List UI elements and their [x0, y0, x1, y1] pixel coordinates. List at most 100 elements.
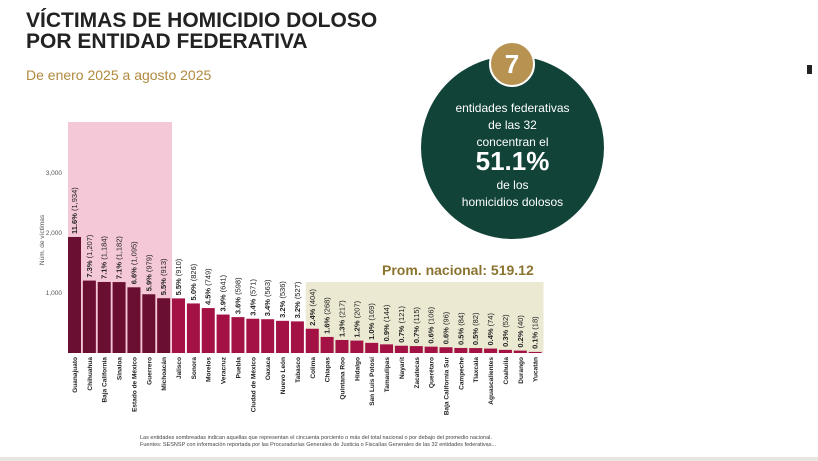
x-tick-label: Tlaxcala: [473, 357, 480, 383]
bar-count-label: (115): [412, 306, 421, 326]
bar: [201, 308, 215, 353]
bar-percent-label: 0.4%: [486, 328, 495, 345]
bar-data-label: 7.1% (1,184): [100, 236, 109, 279]
bar-count-label: (84): [456, 312, 465, 328]
callout-number-badge: 7: [489, 41, 535, 87]
bar-data-label: 0.6% (106): [427, 306, 436, 343]
bar-count-label: (749): [204, 268, 213, 288]
bar-count-label: (121): [397, 306, 406, 326]
bar: [439, 347, 453, 353]
bar-data-label: 2.4% (404): [308, 289, 317, 326]
bottom-strip: [0, 457, 818, 461]
bar-count-label: (144): [382, 304, 391, 324]
bar-count-label: (598): [233, 277, 242, 297]
bar-count-label: (1,184): [100, 236, 109, 262]
y-tick-label: 3,000: [46, 170, 63, 177]
bar: [142, 294, 156, 353]
bar-percent-label: 0.7%: [412, 326, 421, 343]
bar-data-label: 1.6% (268): [323, 297, 332, 334]
data-labels-group: 11.6% (1,934)7.3% (1,207)7.1% (1,184)7.1…: [70, 187, 540, 349]
bar-percent-label: 3.6%: [233, 297, 242, 314]
bar-percent-label: 5.5%: [159, 278, 168, 295]
x-tick-label: Yucatán: [533, 357, 540, 382]
bar-data-label: 0.2% (40): [516, 315, 525, 348]
bar-percent-label: 0.6%: [427, 326, 436, 343]
bar-count-label: (82): [471, 312, 480, 328]
bar-percent-label: 0.1%: [531, 331, 540, 348]
bar-count-label: (910): [174, 258, 183, 278]
bar-data-label: 7.3% (1,207): [85, 234, 94, 277]
callout-line-3: concentran el: [476, 135, 549, 149]
bar: [82, 280, 96, 353]
bar-percent-label: 3.4%: [263, 299, 272, 316]
bar-percent-label: 1.2%: [352, 320, 361, 337]
x-tick-label: Ciudad de México: [250, 357, 257, 412]
bar: [350, 340, 364, 353]
callout-line-1: entidades federativas: [455, 101, 570, 115]
bar-count-label: (74): [486, 313, 495, 329]
bar-count-label: (40): [516, 315, 525, 331]
callout-text-bottom: de los homicidios dolosos: [421, 177, 604, 211]
y-axis: 1,000 2,000 3,000: [46, 170, 63, 297]
x-tick-label: Michoacán: [161, 357, 168, 391]
callout-line-4: de los: [496, 178, 529, 192]
bar: [424, 346, 438, 353]
bar-percent-label: 5.5%: [174, 278, 183, 295]
bar-count-label: (913): [159, 258, 168, 278]
bar-data-label: 3.9% (641): [219, 274, 228, 311]
bar-count-label: (1,207): [85, 234, 94, 260]
bar-count-label: (96): [442, 311, 451, 327]
bar-count-label: (826): [189, 263, 198, 283]
bar-percent-label: 7.1%: [115, 262, 124, 279]
bar: [454, 347, 468, 353]
bar-percent-label: 3.4%: [248, 298, 257, 315]
page-title: VÍCTIMAS DE HOMICIDIO DOLOSO POR ENTIDAD…: [26, 10, 377, 52]
x-tick-label: Querétaro: [429, 357, 436, 388]
bar-count-label: (52): [501, 314, 510, 330]
bar: [276, 320, 290, 353]
bar-data-label: 5.0% (826): [189, 263, 198, 300]
bar: [335, 339, 349, 353]
y-tick-label: 1,000: [46, 290, 63, 297]
bar-data-label: 5.9% (979): [144, 254, 153, 291]
x-tick-label: Oaxaca: [265, 357, 272, 381]
bar-count-label: (106): [427, 306, 436, 326]
callout-line-2: de las 32: [488, 118, 537, 132]
x-tick-label: Tamaulipas: [384, 357, 391, 393]
x-tick-label: Hidalgo: [354, 357, 361, 381]
x-tick-label: Campeche: [458, 357, 465, 390]
x-tick-label: Coahuila: [503, 357, 510, 385]
bar-data-label: 0.7% (115): [412, 306, 421, 343]
bar-percent-label: 0.2%: [516, 330, 525, 347]
x-tick-label: Baja California Sur: [444, 357, 451, 416]
bar-data-label: 0.3% (52): [501, 314, 510, 347]
bar-data-label: 4.5% (749): [204, 268, 213, 305]
bar-percent-label: 0.7%: [397, 325, 406, 342]
bar-percent-label: 0.5%: [471, 328, 480, 345]
bar-data-label: 5.5% (913): [159, 258, 168, 295]
bar: [498, 349, 512, 353]
bar-count-label: (1,934): [70, 187, 79, 213]
bar: [528, 351, 542, 353]
bar-data-label: 1.3% (217): [337, 300, 346, 337]
bar: [112, 282, 126, 353]
bar: [305, 328, 319, 353]
bar: [365, 342, 379, 353]
x-tick-label: Chihuahua: [87, 357, 94, 391]
bar: [484, 348, 498, 353]
bar-data-label: 1.2% (207): [352, 300, 361, 337]
x-tick-label: Baja California: [102, 357, 109, 403]
summary-callout: entidades federativas de las 32 concentr…: [421, 56, 604, 239]
bar-count-label: (268): [323, 297, 332, 317]
bar-data-label: 0.6% (96): [442, 311, 451, 344]
bar-count-label: (536): [278, 281, 287, 301]
bar-data-label: 3.4% (563): [263, 279, 272, 316]
bar: [513, 350, 527, 353]
bar-data-label: 1.0% (169): [367, 303, 376, 340]
bar: [172, 298, 186, 353]
bar-percent-label: 1.6%: [323, 316, 332, 333]
bar-data-label: 7.1% (1,182): [115, 236, 124, 279]
bar: [97, 281, 111, 353]
bar-count-label: (207): [352, 300, 361, 320]
bar-percent-label: 3.2%: [278, 300, 287, 317]
